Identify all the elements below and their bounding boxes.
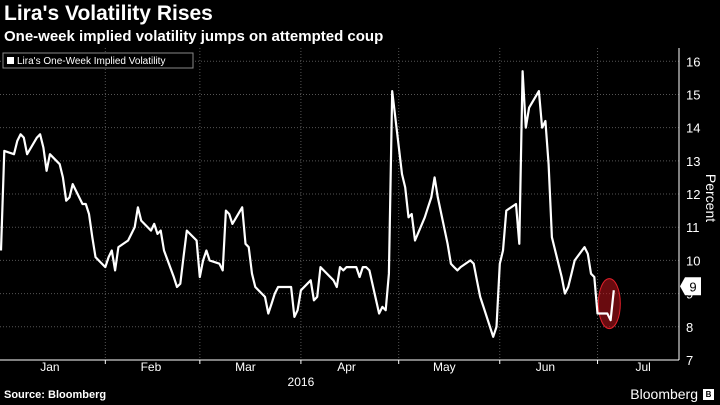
x-tick-label: Feb: [141, 360, 162, 374]
y-tick-label: 8: [686, 320, 693, 335]
x-tick-label: Jun: [536, 360, 555, 374]
y-tick-label: 10: [686, 253, 700, 268]
x-tick-label: May: [433, 360, 456, 374]
y-tick-label: 15: [686, 87, 700, 102]
highlight-ellipse: [597, 278, 621, 330]
y-tick-label: 16: [686, 54, 700, 69]
y-tick-label: 13: [686, 154, 700, 169]
legend-label: Lira's One-Week Implied Volatility: [17, 56, 165, 67]
x-tick-label: Mar: [235, 360, 256, 374]
y-tick-label: 11: [686, 220, 700, 235]
chart-title: Lira's Volatility Rises: [4, 2, 213, 25]
x-tick-label: Apr: [337, 360, 356, 374]
source-note: Source: Bloomberg: [4, 389, 107, 401]
last-value-label: 9: [689, 279, 696, 294]
series-line: [0, 70, 615, 338]
year-label: 2016: [288, 375, 315, 389]
y-axis-title: Percent: [703, 174, 719, 222]
chart-subtitle: One-week implied volatility jumps on att…: [4, 28, 384, 45]
bloomberg-mark-icon: B: [703, 388, 714, 400]
bloomberg-logo: Bloomberg B: [630, 386, 714, 402]
y-tick-label: 12: [686, 187, 700, 202]
y-tick-label: 7: [686, 353, 693, 368]
x-tick-label: Jan: [40, 360, 59, 374]
x-tick-label: Jul: [636, 360, 651, 374]
legend-swatch: [7, 57, 14, 64]
last-value-tag: [680, 277, 701, 296]
brand-label: Bloomberg: [630, 386, 698, 402]
legend-box: [2, 52, 194, 69]
y-tick-label: 14: [686, 121, 700, 136]
